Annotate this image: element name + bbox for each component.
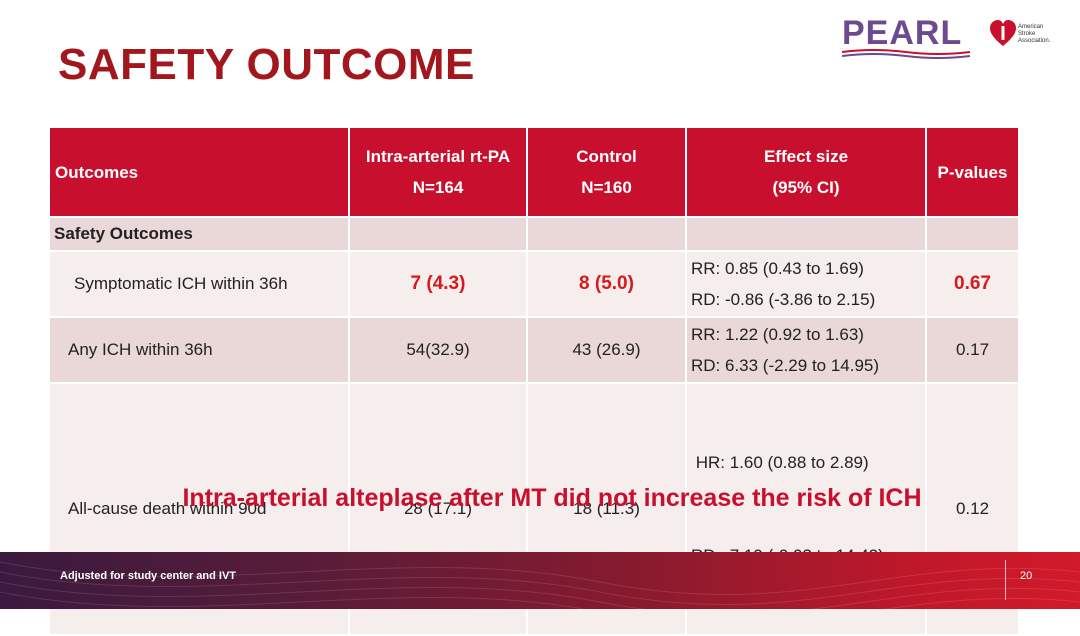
effect-size-cell: RR: 0.85 (0.43 to 1.69) RD: -0.86 (-3.86… [687, 252, 927, 318]
header-p-values: P-values [927, 128, 1020, 218]
pearl-logo-text: PEARL [842, 14, 963, 52]
wave-pattern-icon [0, 561, 1080, 609]
ia-value: 54(32.9) [350, 318, 528, 384]
heart-torch-icon [990, 20, 1016, 46]
footnote: Adjusted for study center and IVT [60, 570, 237, 582]
section-row: Safety Outcomes [50, 218, 1020, 252]
effect-size-cell: RR: 1.22 (0.92 to 1.63) RD: 6.33 (-2.29 … [687, 318, 927, 384]
p-value: 0.67 [927, 252, 1020, 318]
header-intra-arterial: Intra-arterial rt-PA N=164 [350, 128, 528, 218]
header-effect-size: Effect size (95% CI) [687, 128, 927, 218]
row-label: Symptomatic ICH within 36h [50, 252, 350, 318]
row-label: Any ICH within 36h [50, 318, 350, 384]
table-row: Any ICH within 36h 54(32.9) 43 (26.9) RR… [50, 318, 1020, 384]
section-label: Safety Outcomes [50, 218, 350, 252]
slide-title: SAFETY OUTCOME [58, 40, 475, 89]
asa-logo-text: American Stroke Association. [1018, 24, 1051, 44]
conclusion-text: Intra-arterial alteplase after MT did no… [182, 484, 922, 512]
footer-divider [1005, 560, 1006, 600]
table-header-row: Outcomes Intra-arterial rt-PA N=164 Cont… [50, 128, 1020, 218]
header-control: Control N=160 [528, 128, 687, 218]
ia-value: 7 (4.3) [350, 252, 528, 318]
control-value: 43 (26.9) [528, 318, 687, 384]
p-value: 0.17 [927, 318, 1020, 384]
asa-logo: American Stroke Association. [990, 20, 1060, 54]
footer-band: Adjusted for study center and IVT 20 [0, 552, 1080, 609]
pearl-wave-icon [842, 49, 970, 59]
header-outcomes: Outcomes [50, 128, 350, 218]
table-row: Symptomatic ICH within 36h 7 (4.3) 8 (5.… [50, 252, 1020, 318]
control-value: 8 (5.0) [528, 252, 687, 318]
page-number: 20 [1020, 570, 1033, 582]
pearl-logo: PEARL [842, 14, 970, 60]
